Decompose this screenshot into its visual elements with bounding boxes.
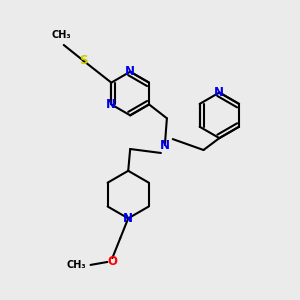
Text: N: N [123,212,133,225]
Text: N: N [214,86,224,99]
Text: O: O [107,256,117,268]
Text: N: N [160,139,170,152]
Text: N: N [106,98,116,111]
Text: CH₃: CH₃ [52,30,72,40]
Text: S: S [79,54,88,67]
Text: N: N [125,65,135,78]
Text: CH₃: CH₃ [67,260,87,270]
